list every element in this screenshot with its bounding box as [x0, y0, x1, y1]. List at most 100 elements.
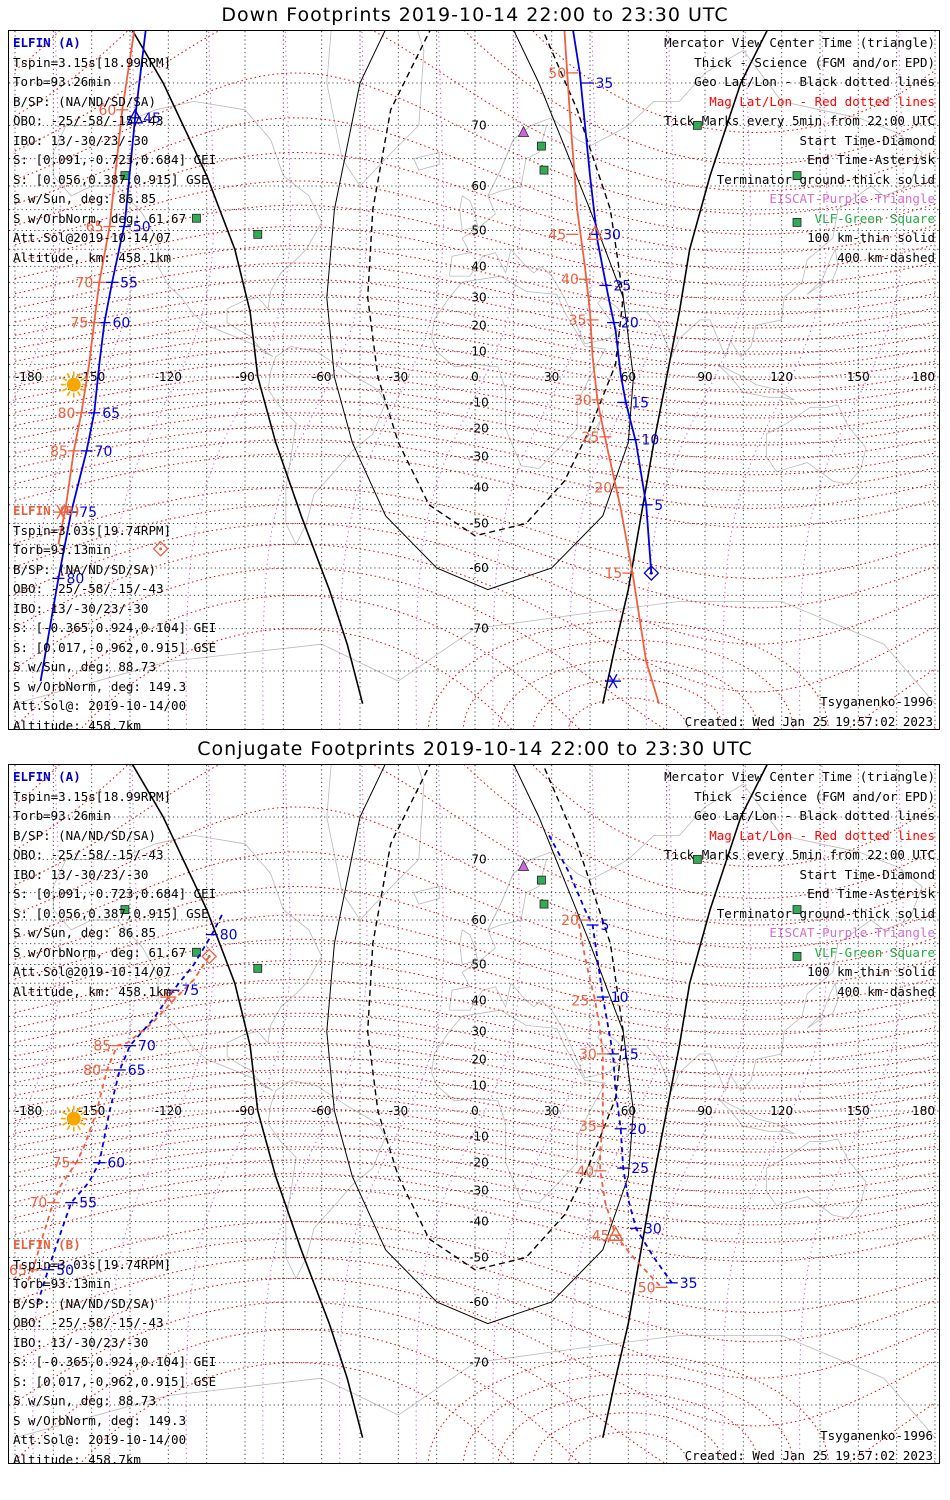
legend-entry: Mag Lat/Lon - Red dotted lines	[709, 827, 935, 843]
elfin-a-end-asterisk	[605, 673, 621, 689]
legend-entry: End Time-Asterisk	[807, 152, 935, 167]
mag-parallel	[14, 31, 936, 192]
terminator-100km	[326, 765, 634, 1325]
legend-entry: Mercator View Center Time (triangle)	[664, 769, 935, 784]
mag-parallel	[14, 938, 936, 1020]
lon-tick-label: 0	[471, 370, 479, 384]
created-timestamp: Created: Wed Jan 25 19:57:02 2023	[684, 1448, 933, 1463]
coastline	[449, 783, 923, 1092]
map-legend: Mercator View Center Time (triangle) Thic…	[664, 33, 935, 267]
elfin-b-time-tick: 60	[107, 1156, 125, 1172]
legend-entry: End Time-Asterisk	[807, 886, 935, 901]
elfin-a-time-tick: 20	[629, 1122, 647, 1138]
vlf-station-square	[192, 213, 201, 223]
terminator	[131, 31, 768, 704]
mag-parallel	[14, 1042, 936, 1102]
lon-tick-label: -180	[15, 1104, 42, 1118]
vlf-station-square	[537, 141, 546, 151]
lon-tick-label: -150	[78, 1104, 105, 1118]
elfin-a-info: ELFIN (A) Tspin=3.15s[18.99RPM] Torb=93.26…	[13, 767, 216, 1001]
elfin-a-mlat-label: 35	[579, 1119, 597, 1135]
coastline	[413, 151, 440, 171]
field-model-label: Tsyganenko-1996	[820, 1428, 933, 1443]
elfin-a-param: Att.Sol@2019-10-14/07	[13, 964, 172, 979]
elfin-a-time-tick: 25	[631, 1161, 649, 1177]
legend-entry: VLF-Green Square	[814, 210, 935, 226]
elfin-b-end-asterisk	[53, 504, 69, 520]
lon-tick-label: -180	[15, 370, 42, 384]
elfin-a-time-tick: 5	[601, 918, 610, 934]
lat-tick-label: 10	[471, 345, 486, 359]
coastline	[765, 404, 867, 485]
elfin-a-center-triangle	[607, 1225, 624, 1241]
mag-parallel	[14, 1146, 936, 1210]
lat-tick-label: 50	[471, 223, 486, 237]
legend-entry: Mag Lat/Lon - Red dotted lines	[709, 93, 935, 109]
elfin-b-param: S w/Sun, deg: 88.73	[13, 1393, 156, 1408]
elfin-b-mlat-label: 70	[30, 1196, 48, 1212]
elfin-b-center-triangle	[126, 108, 144, 124]
lat-tick-label: 60	[471, 913, 486, 927]
lon-tick-label: 180	[912, 1104, 935, 1118]
coastline	[413, 885, 440, 905]
lon-tick-label: -60	[312, 370, 332, 384]
elfin-a-mlat-label: 35	[569, 313, 587, 329]
elfin-b-param: Altitude: 458.7km	[13, 717, 141, 730]
lat-tick-label: 20	[471, 1052, 486, 1066]
stations	[60, 854, 802, 1132]
elfin-b-time-tick: 65	[102, 406, 120, 422]
elfin-a-param: Att.Sol@2019-10-14/07	[13, 230, 172, 245]
coastline	[267, 345, 387, 546]
legend-entry: Start Time-Diamond	[799, 132, 935, 148]
mag-parallel	[14, 765, 936, 926]
elfin-a-name: ELFIN (A)	[13, 769, 81, 784]
elfin-a-mlat-label: 30	[579, 1047, 597, 1063]
elfin-b-time-tick: 55	[120, 275, 138, 291]
mag-pole-ring	[427, 1354, 829, 1463]
vlf-station-square	[539, 165, 549, 175]
elfin-a-mlat-label: 40	[576, 1164, 594, 1180]
elfin-a-mlat-label: 20	[561, 913, 579, 929]
vlf-station-square	[792, 952, 802, 961]
lon-tick-label: 0	[471, 1104, 479, 1118]
lat-tick-label: 70	[471, 852, 486, 866]
mercator-map-canvas: -180 -150 -120 -90 -60 -30 0 30 60 90 120 150 180 70 6…	[9, 765, 939, 1463]
elfin-b-time-tick: 70	[138, 1039, 156, 1055]
coastline	[717, 363, 795, 401]
elfin-a-param: S w/OrbNorm, deg: 61.67	[13, 944, 187, 960]
legend-entry: Start Time-Diamond	[799, 866, 935, 882]
lon-tick-label: 150	[847, 370, 870, 384]
eiscat-station-triangle	[517, 859, 530, 871]
elfin-b-param: S w/OrbNorm, deg: 149.3	[13, 678, 187, 694]
elfin-b-param: Altitude: 458.7km	[13, 1451, 141, 1464]
elfin-b-time-tick: 75	[181, 983, 199, 999]
elfin-b-name: ELFIN (B)	[13, 503, 81, 518]
elfin-a-mlat-label: 40	[561, 272, 579, 288]
coastlines	[14, 31, 936, 705]
lon-tick-label: -90	[235, 370, 255, 384]
terminator-100km	[326, 31, 634, 591]
down-footprints-map: -180 -150 -120 -90 -60 -30 0 30 60 90 120 150 180 70 6…	[8, 30, 940, 730]
legend-entry: Mercator View Center Time (triangle)	[664, 35, 935, 50]
elfin-b-track	[39, 31, 147, 682]
elfin-b-param: B/SP: (NA/ND/SD/SA)	[13, 1295, 156, 1311]
terminator-ground-east	[602, 31, 768, 704]
coastline	[765, 1138, 867, 1219]
lon-tick-label: 30	[544, 1104, 559, 1118]
elfin-a-mlat-label: 50	[638, 1280, 656, 1296]
lon-tick-label: -30	[389, 1104, 409, 1118]
lon-tick-label: 120	[770, 370, 793, 384]
elfin-a-mlat-label: 15	[605, 566, 623, 582]
elfin-b-mlat-label: 60	[99, 103, 117, 119]
lon-tick-label: 90	[697, 1104, 712, 1118]
elfin-a-param: B/SP: (NA/ND/SD/SA)	[13, 93, 156, 109]
elfin-a-time-tick: 35	[680, 1276, 698, 1292]
elfin-a-param: Altitude, km: 458.1km	[13, 249, 172, 265]
lon-tick-label: 150	[847, 1104, 870, 1118]
vlf-station-square	[792, 171, 802, 180]
elfin-b-mlat-label: 85	[50, 444, 68, 460]
field-model-label: Tsyganenko-1996	[820, 694, 933, 709]
legend-entry: Terminator ground-thick solid	[716, 905, 935, 921]
mag-parallel	[14, 293, 936, 355]
legend-entry: Tick Marks every 5min from 22:00 UTC	[664, 847, 935, 862]
